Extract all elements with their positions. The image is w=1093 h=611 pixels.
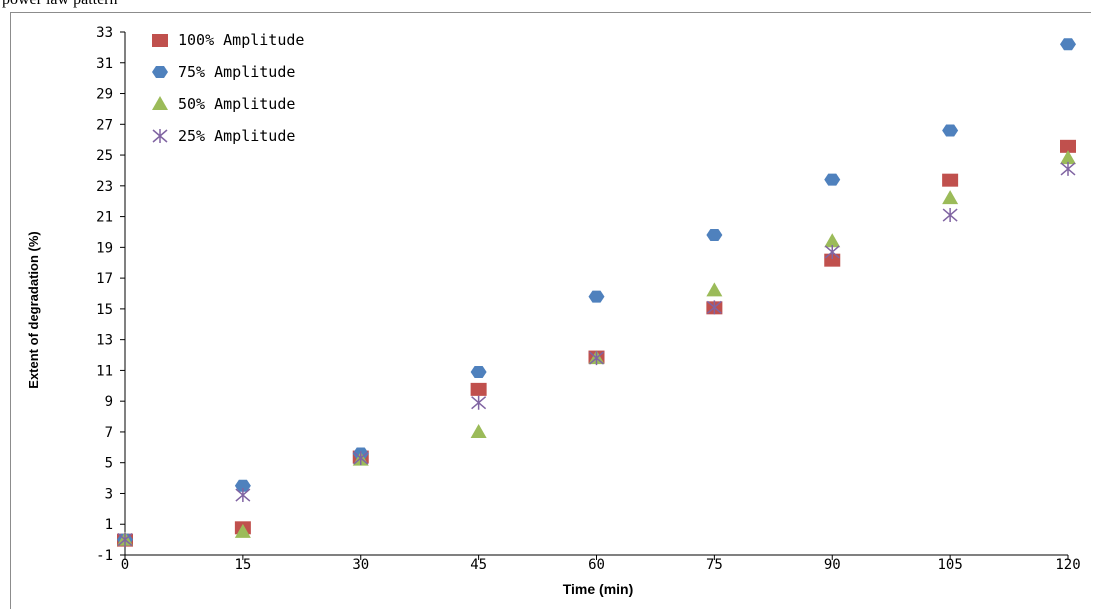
data-point-25-amplitude xyxy=(471,395,487,410)
x-tick-label: 105 xyxy=(937,557,962,573)
x-tick-label: 90 xyxy=(824,557,841,573)
y-tick-label: 7 xyxy=(105,425,113,441)
data-point-100-amplitude xyxy=(1060,139,1076,153)
legend-label-50-amplitude: 50% Amplitude xyxy=(178,95,295,113)
y-tick-label: 29 xyxy=(96,87,113,103)
data-point-25-amplitude xyxy=(824,244,840,259)
y-tick-label: 1 xyxy=(105,517,113,533)
y-tick-label: 15 xyxy=(96,302,113,318)
y-tick-label: 21 xyxy=(96,210,113,226)
y-tick-label: 19 xyxy=(96,240,113,256)
x-tick-label: 0 xyxy=(121,557,129,573)
legend-marker-75-amplitude xyxy=(152,66,168,78)
data-point-75-amplitude xyxy=(824,173,841,186)
data-point-75-amplitude xyxy=(234,479,251,492)
data-point-75-amplitude xyxy=(942,124,959,137)
y-tick-label: 25 xyxy=(96,148,113,164)
data-point-100-amplitude xyxy=(470,382,487,396)
legend-marker-25-amplitude xyxy=(152,129,168,143)
data-point-25-amplitude xyxy=(117,532,133,547)
y-tick-label: 3 xyxy=(105,486,113,502)
data-point-75-amplitude xyxy=(588,290,605,303)
y-tick-label: 13 xyxy=(96,333,113,349)
data-point-25-amplitude xyxy=(706,300,722,315)
data-point-50-amplitude xyxy=(824,233,841,248)
y-tick-label: 27 xyxy=(96,117,113,133)
data-point-25-amplitude xyxy=(942,208,958,223)
data-point-50-amplitude xyxy=(234,523,251,538)
data-point-50-amplitude xyxy=(1060,150,1076,165)
y-tick-label: 33 xyxy=(96,25,113,41)
data-point-75-amplitude xyxy=(470,365,487,378)
data-point-25-amplitude xyxy=(353,451,369,466)
y-tick-label: 9 xyxy=(105,394,113,410)
y-tick-label: 23 xyxy=(96,179,113,195)
legend-label-25-amplitude: 25% Amplitude xyxy=(178,127,295,145)
y-tick-label: 31 xyxy=(96,56,113,72)
x-axis-title: Time (min) xyxy=(563,581,634,597)
data-markers xyxy=(117,38,1076,547)
data-point-100-amplitude xyxy=(942,173,959,187)
data-point-50-amplitude xyxy=(706,282,723,297)
data-point-75-amplitude xyxy=(706,229,723,242)
data-point-25-amplitude xyxy=(1060,161,1076,176)
legend-label-75-amplitude: 75% Amplitude xyxy=(178,63,295,81)
y-tick-label: 5 xyxy=(105,456,113,472)
legend-label-100-amplitude: 100% Amplitude xyxy=(178,31,304,49)
y-tick-label: -1 xyxy=(96,548,113,564)
x-tick-label: 15 xyxy=(234,557,251,573)
y-tick-label: 17 xyxy=(96,271,113,287)
data-point-25-amplitude xyxy=(235,488,251,503)
axes xyxy=(120,31,1069,560)
chart-frame xyxy=(10,12,1091,609)
data-point-100-amplitude xyxy=(824,253,841,267)
data-point-25-amplitude xyxy=(589,351,604,366)
x-tick-label: 120 xyxy=(1055,557,1080,573)
x-tick-label: 45 xyxy=(470,557,487,573)
y-axis-title: Extent of degradation (%) xyxy=(26,231,41,388)
x-tick-label: 30 xyxy=(352,557,369,573)
data-point-75-amplitude xyxy=(1060,38,1076,51)
legend-marker-50-amplitude xyxy=(152,96,168,110)
y-tick-label: 11 xyxy=(96,363,113,379)
x-tick-label: 75 xyxy=(706,557,723,573)
data-point-50-amplitude xyxy=(942,190,959,205)
legend-marker-100-amplitude xyxy=(152,34,168,47)
legend: 100% Amplitude 75% Amplitude 50% Amplitude… xyxy=(152,31,304,145)
top-text-fragment: power law pattern xyxy=(2,0,118,9)
x-tick-label: 60 xyxy=(588,557,605,573)
data-point-50-amplitude xyxy=(470,423,487,438)
